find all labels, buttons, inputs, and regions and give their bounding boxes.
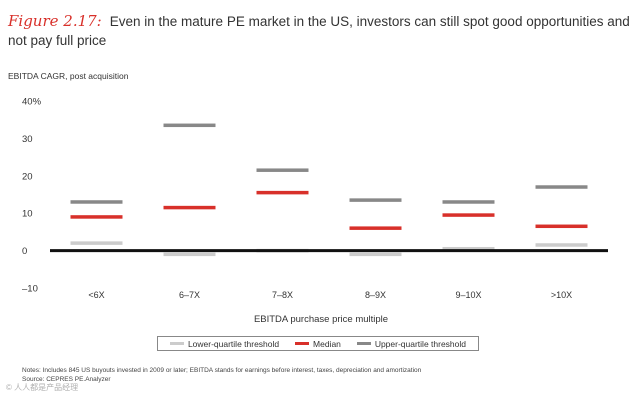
source-text: Source: CEPRES PE.Analyzer xyxy=(22,376,111,383)
marker-lower xyxy=(442,246,495,251)
marker-upper xyxy=(349,198,402,202)
watermark: © 人人都是产品经理 xyxy=(6,383,79,392)
x-tick-label: 9–10X xyxy=(455,290,481,300)
marker-upper xyxy=(163,123,216,128)
marker-lower xyxy=(163,252,216,257)
legend: Lower-quartile threshold Median Upper-qu… xyxy=(157,336,479,351)
legend-item-upper: Upper-quartile threshold xyxy=(356,338,467,349)
marker-upper xyxy=(70,200,123,204)
legend-swatch-upper xyxy=(356,342,371,345)
legend-label-lower: Lower-quartile threshold xyxy=(187,338,280,349)
y-tick-label: –10 xyxy=(22,284,38,295)
y-tick-label: 20 xyxy=(22,171,33,182)
legend-swatch-median xyxy=(295,342,310,345)
x-axis-title: EBITDA purchase price multiple xyxy=(254,314,388,325)
marker-median xyxy=(349,226,402,230)
legend-swatch-lower xyxy=(169,342,184,345)
x-tick-label: >10X xyxy=(551,290,572,300)
marker-median xyxy=(70,215,123,219)
notes-text: Notes: Includes 845 US buyouts invested … xyxy=(22,367,422,374)
legend-item-median: Median xyxy=(295,339,341,349)
legend-label-median: Median xyxy=(313,338,341,349)
legend-item-lower: Lower-quartile threshold xyxy=(169,338,280,349)
y-tick-label: 0 xyxy=(22,246,27,257)
marker-median xyxy=(256,190,309,195)
y-axis-title: EBITDA CAGR, post acquisition xyxy=(8,71,129,81)
y-tick-label: 10 xyxy=(22,209,33,220)
figure-label: Figure 2.17: xyxy=(8,12,102,30)
marker-median xyxy=(535,224,588,229)
y-tick-label: 30 xyxy=(22,134,33,145)
marker-lower xyxy=(535,243,588,247)
x-tick-label: 8–9X xyxy=(365,290,386,300)
footnotes: Notes: Includes 845 US buyouts invested … xyxy=(22,366,622,384)
marker-upper xyxy=(442,200,495,204)
legend-label-upper: Upper-quartile threshold xyxy=(374,338,467,349)
marker-lower xyxy=(70,241,123,245)
title-text: Even in the mature PE market in the US, … xyxy=(8,14,630,48)
y-tick-label: 40% xyxy=(22,97,42,108)
marker-lower xyxy=(349,252,402,257)
marker-median xyxy=(442,213,495,217)
chart-title: Figure 2.17: Even in the mature PE market… xyxy=(8,12,632,50)
x-tick-label: 6–7X xyxy=(179,290,200,300)
x-tick-label: 7–8X xyxy=(272,290,293,300)
x-tick-label: <6X xyxy=(88,290,104,300)
marker-median xyxy=(163,205,216,210)
marker-upper xyxy=(535,185,588,189)
marker-upper xyxy=(256,168,309,172)
